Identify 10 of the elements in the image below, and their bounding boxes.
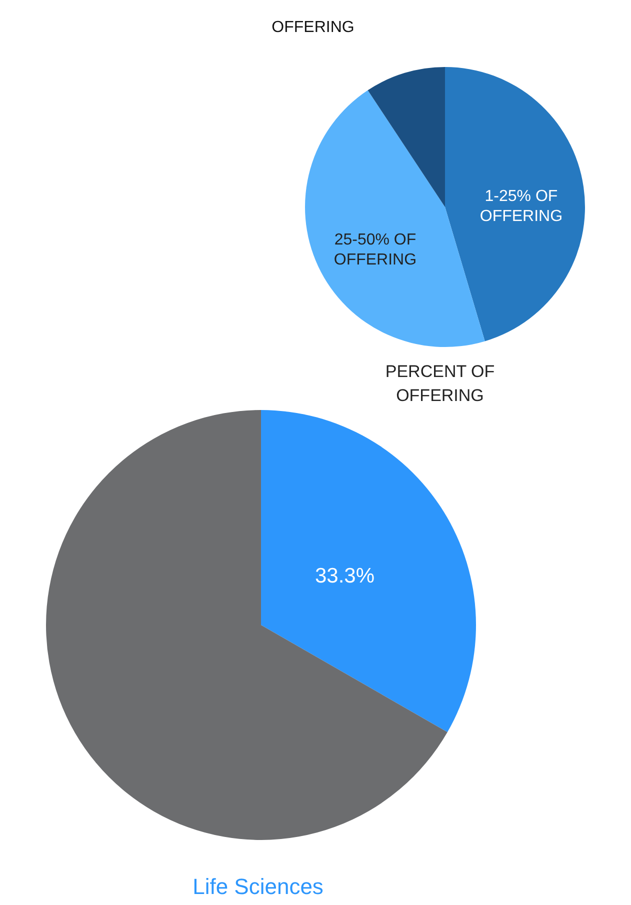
text: PERCENT OF OFFERING	[385, 362, 495, 405]
data-label: 33.3%	[314, 564, 375, 588]
slice-label: 1-25% OF OFFERING	[480, 188, 563, 225]
pie-slice	[368, 67, 445, 207]
pie-slice	[445, 67, 585, 342]
text: OFFERING	[272, 19, 354, 36]
pie-slice	[46, 410, 448, 840]
pie-slice	[261, 410, 476, 732]
slice-label: 25-50% OF OFFERING	[334, 232, 417, 269]
text: Life Sciences	[192, 874, 324, 899]
